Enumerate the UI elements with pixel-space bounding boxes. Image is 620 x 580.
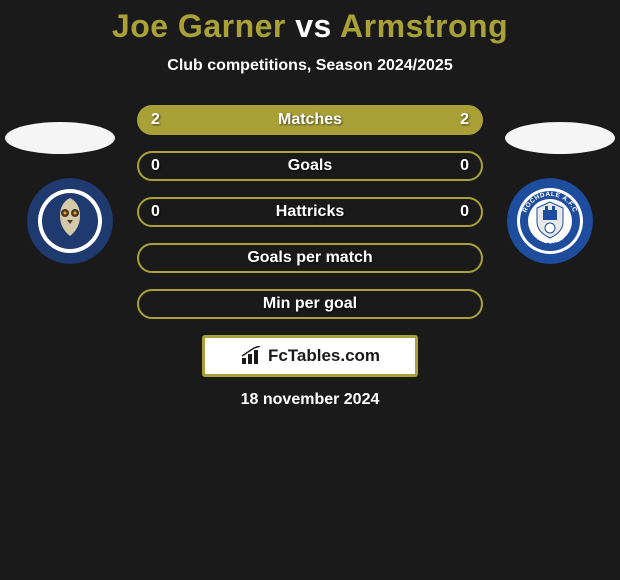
stat-row-goals-per-match: Goals per match (137, 243, 483, 273)
stat-left-value: 2 (151, 111, 171, 129)
team1-badge (27, 178, 113, 264)
date-text: 18 november 2024 (0, 391, 620, 409)
stat-label: Matches (278, 111, 342, 129)
stat-row-goals: 0 Goals 0 (137, 151, 483, 181)
player1-avatar-placeholder (5, 122, 115, 154)
stat-label: Goals per match (247, 249, 372, 267)
stats-table: 2 Matches 2 0 Goals 0 0 Hattricks 0 Goal… (137, 105, 483, 319)
stat-right-value: 0 (449, 203, 469, 221)
stat-right-value: 2 (449, 111, 469, 129)
stat-label: Goals (288, 157, 332, 175)
player1-name: Joe Garner (112, 8, 286, 44)
stat-row-hattricks: 0 Hattricks 0 (137, 197, 483, 227)
bar-chart-icon (240, 346, 264, 366)
comparison-infographic: Joe Garner vs Armstrong Club competition… (0, 0, 620, 580)
rochdale-badge-icon: ROCHDALE A.F.C THE DALE (507, 178, 593, 264)
logo-text: FcTables.com (268, 346, 380, 366)
stat-row-matches: 2 Matches 2 (137, 105, 483, 135)
player2-name: Armstrong (340, 8, 508, 44)
subtitle: Club competitions, Season 2024/2025 (0, 57, 620, 75)
team2-badge: ROCHDALE A.F.C THE DALE (507, 178, 593, 264)
stat-left-value: 0 (151, 203, 171, 221)
player2-avatar-placeholder (505, 122, 615, 154)
stat-label: Hattricks (276, 203, 344, 221)
vs-text: vs (295, 8, 332, 44)
stat-left-value: 0 (151, 157, 171, 175)
stat-label: Min per goal (263, 295, 357, 313)
page-title: Joe Garner vs Armstrong (0, 8, 620, 45)
oldham-badge-icon (27, 178, 113, 264)
stat-row-min-per-goal: Min per goal (137, 289, 483, 319)
fctables-logo: FcTables.com (202, 335, 418, 377)
stat-right-value: 0 (449, 157, 469, 175)
